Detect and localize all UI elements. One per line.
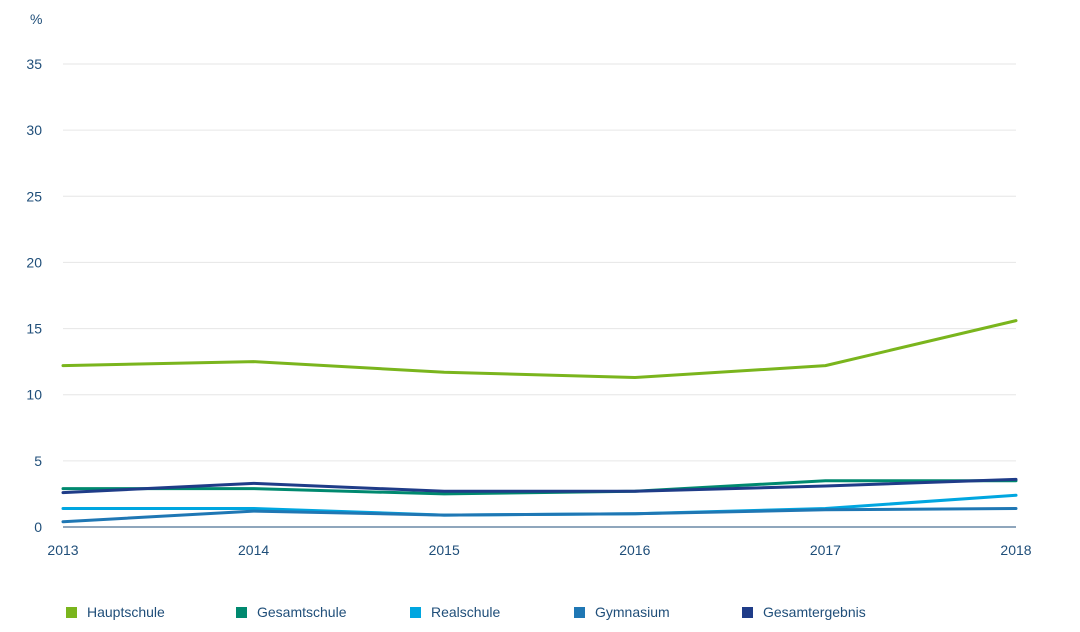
legend-item-hauptschule: Hauptschule — [66, 604, 236, 620]
legend-swatch — [410, 606, 421, 618]
x-axis: 2013 2014 2015 2016 2017 2018 — [47, 542, 1031, 558]
x-tick-label: 2015 — [429, 542, 460, 558]
y-tick-label: 5 — [34, 453, 42, 469]
y-tick-label: 0 — [34, 519, 42, 535]
legend-item-gesamtschule: Gesamtschule — [236, 604, 410, 620]
legend-swatch — [574, 606, 585, 618]
legend-label: Gesamtschule — [257, 604, 347, 620]
legend-swatch — [236, 606, 247, 618]
legend-label: Gesamtergebnis — [763, 604, 866, 620]
legend: Hauptschule Gesamtschule Realschule Gymnasi… — [66, 604, 912, 620]
y-tick-label: 25 — [26, 188, 42, 204]
x-tick-label: 2014 — [238, 542, 269, 558]
legend-item-gesamtergebnis: Gesamtergebnis — [742, 604, 912, 620]
y-tick-label: 20 — [26, 254, 42, 270]
x-tick-label: 2016 — [619, 542, 650, 558]
legend-item-realschule: Realschule — [410, 604, 574, 620]
legend-label: Gymnasium — [595, 604, 670, 620]
x-tick-label: 2013 — [47, 542, 78, 558]
series-line-realschule — [61, 493, 1018, 517]
series-line-gymnasium — [61, 506, 1018, 524]
y-tick-label: 30 — [26, 122, 42, 138]
y-tick-label: 15 — [26, 321, 42, 337]
series-line-gesamtergebnis — [61, 477, 1018, 495]
legend-label: Realschule — [431, 604, 501, 620]
legend-label: Hauptschule — [87, 604, 165, 620]
y-unit-label: % — [30, 11, 42, 27]
x-tick-label: 2018 — [1000, 542, 1031, 558]
series-line-hauptschule — [61, 319, 1018, 380]
x-tick-label: 2017 — [810, 542, 841, 558]
legend-swatch — [66, 606, 77, 618]
y-tick-label: 35 — [26, 56, 42, 72]
series-lines — [61, 319, 1018, 524]
legend-item-gymnasium: Gymnasium — [574, 604, 742, 620]
y-axis: 0 5 10 15 20 25 30 35 — [26, 56, 42, 535]
y-tick-label: 10 — [26, 387, 42, 403]
grid-lines — [63, 63, 1016, 528]
legend-swatch — [742, 606, 753, 618]
